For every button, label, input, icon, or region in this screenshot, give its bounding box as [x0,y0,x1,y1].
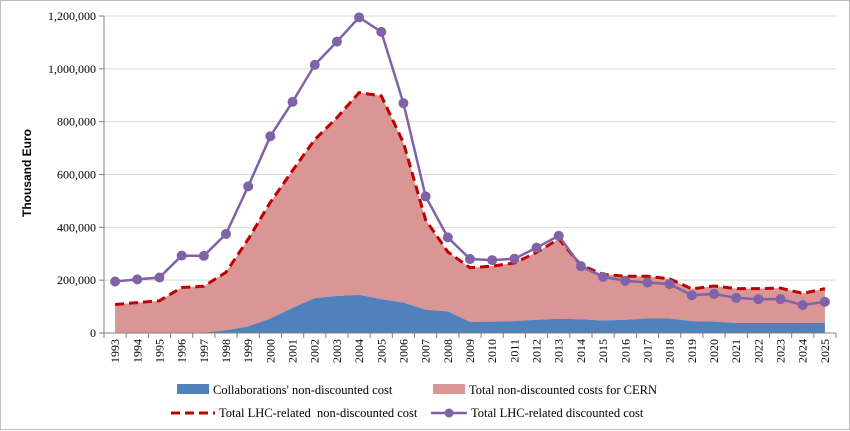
point-lhc-discounted-2012 [531,242,542,253]
legend-swatch-collaborations [177,384,209,394]
x-tick-label-2009: 2009 [463,339,477,363]
y-tick-label-6: 1,200,000 [48,9,96,23]
legend-label-lhc-discounted: Total LHC-related discounted cost [471,406,644,420]
grid-lines [104,15,836,281]
x-tick-label-2015: 2015 [596,339,610,363]
legend-item-cern: Total non-discounted costs for CERN [433,383,657,397]
x-tick-label-2005: 2005 [374,339,388,363]
point-lhc-discounted-2014 [575,261,586,272]
point-lhc-discounted-2002 [309,59,320,70]
point-lhc-discounted-2021 [731,292,742,303]
point-lhc-discounted-2023 [775,294,786,305]
point-lhc-discounted-1993 [110,276,121,287]
point-lhc-discounted-2007 [420,191,431,202]
x-tick-label-1999: 1999 [241,339,255,363]
x-tick-label-2012: 2012 [530,339,544,363]
legend: Collaborations' non-discounted cost Tota… [171,383,657,420]
y-tick-label-4: 800,000 [57,115,96,129]
y-tick-label-3: 600,000 [57,168,96,182]
y-tick-label-0: 0 [90,326,96,340]
point-lhc-discounted-1997 [198,250,209,261]
y-axis-ticks: 0 200,000 400,000 600,000 800,000 1,000,000 1,… [48,9,104,340]
point-lhc-discounted-1996 [176,250,187,261]
x-tick-label-2003: 2003 [330,339,344,363]
legend-item-lhc-discounted: Total LHC-related discounted cost [431,406,644,420]
y-tick-label-5: 1,000,000 [48,62,96,76]
x-axis-ticks: 1993 1994 1995 1996 1997 1998 1999 2000 2001 2002… [103,333,837,363]
x-tick-label-2022: 2022 [751,339,765,363]
point-lhc-discounted-1999 [243,181,254,192]
point-lhc-discounted-2010 [487,255,498,266]
x-tick-label-2025: 2025 [818,339,832,363]
point-lhc-discounted-2006 [398,98,409,109]
x-tick-label-2006: 2006 [396,339,410,363]
x-tick-label-2004: 2004 [352,339,366,363]
point-lhc-discounted-2018 [664,279,675,290]
point-lhc-discounted-2013 [553,230,564,241]
x-tick-label-2013: 2013 [552,339,566,363]
x-tick-label-2016: 2016 [618,339,632,363]
x-tick-label-2019: 2019 [685,339,699,363]
x-tick-label-2011: 2011 [507,339,521,363]
x-tick-label-2020: 2020 [707,339,721,363]
x-tick-label-1994: 1994 [130,339,144,363]
x-tick-label-2000: 2000 [263,339,277,363]
line-lhc-nondiscounted [114,91,826,306]
point-lhc-discounted-2003 [331,36,342,47]
point-lhc-discounted-2025 [819,296,830,307]
x-tick-label-2002: 2002 [308,339,322,363]
point-lhc-discounted-2019 [686,290,697,301]
x-tick-label-2017: 2017 [640,339,654,363]
point-lhc-discounted-1998 [221,228,231,239]
point-lhc-discounted-1994 [132,274,143,285]
x-tick-label-2010: 2010 [485,339,499,363]
x-tick-label-1997: 1997 [197,339,211,363]
point-lhc-discounted-2024 [797,299,808,310]
point-lhc-discounted-2020 [709,288,719,299]
x-tick-label-1998: 1998 [219,339,233,363]
x-tick-label-2018: 2018 [663,339,677,363]
legend-label-collaborations: Collaborations' non-discounted cost [213,383,393,397]
x-tick-label-2021: 2021 [729,339,743,363]
x-tick-label-2008: 2008 [441,339,455,363]
x-tick-label-2023: 2023 [774,339,788,363]
x-tick-label-1995: 1995 [152,339,166,363]
x-tick-label-2014: 2014 [574,339,588,363]
legend-label-cern: Total non-discounted costs for CERN [469,383,657,397]
y-tick-label-1: 200,000 [57,273,96,287]
x-tick-label-2007: 2007 [419,339,433,363]
point-lhc-discounted-2005 [376,26,387,37]
point-lhc-discounted-2011 [509,253,520,264]
area-collaborations [115,294,825,333]
x-tick-label-1996: 1996 [175,339,189,363]
area-total-cern [115,92,825,333]
x-tick-label-1993: 1993 [108,339,122,363]
point-lhc-discounted-2001 [287,96,298,107]
point-lhc-discounted-1995 [154,272,165,283]
point-lhc-discounted-2015 [598,271,609,282]
point-lhc-discounted-2017 [642,277,653,288]
point-lhc-discounted-2004 [354,12,365,23]
legend-marker-lhc-discounted [444,408,454,418]
point-lhc-discounted-2000 [265,131,276,142]
legend-item-collaborations: Collaborations' non-discounted cost [177,383,393,397]
point-lhc-discounted-2016 [620,275,631,286]
point-lhc-discounted-2009 [465,254,475,265]
line-series [110,12,830,310]
y-axis-label: Thousand Euro [20,129,34,217]
area-series [115,92,825,333]
x-tick-label-2001: 2001 [286,339,300,363]
x-tick-label-2024: 2024 [796,339,810,363]
legend-label-lhc-nondiscounted: Total LHC-related non-discounted cost [219,406,418,420]
point-lhc-discounted-2008 [442,232,453,243]
y-tick-label-2: 400,000 [57,220,96,234]
point-lhc-discounted-2022 [753,294,764,305]
legend-item-lhc-nondiscounted: Total LHC-related non-discounted cost [171,406,418,420]
legend-swatch-cern [433,384,465,394]
